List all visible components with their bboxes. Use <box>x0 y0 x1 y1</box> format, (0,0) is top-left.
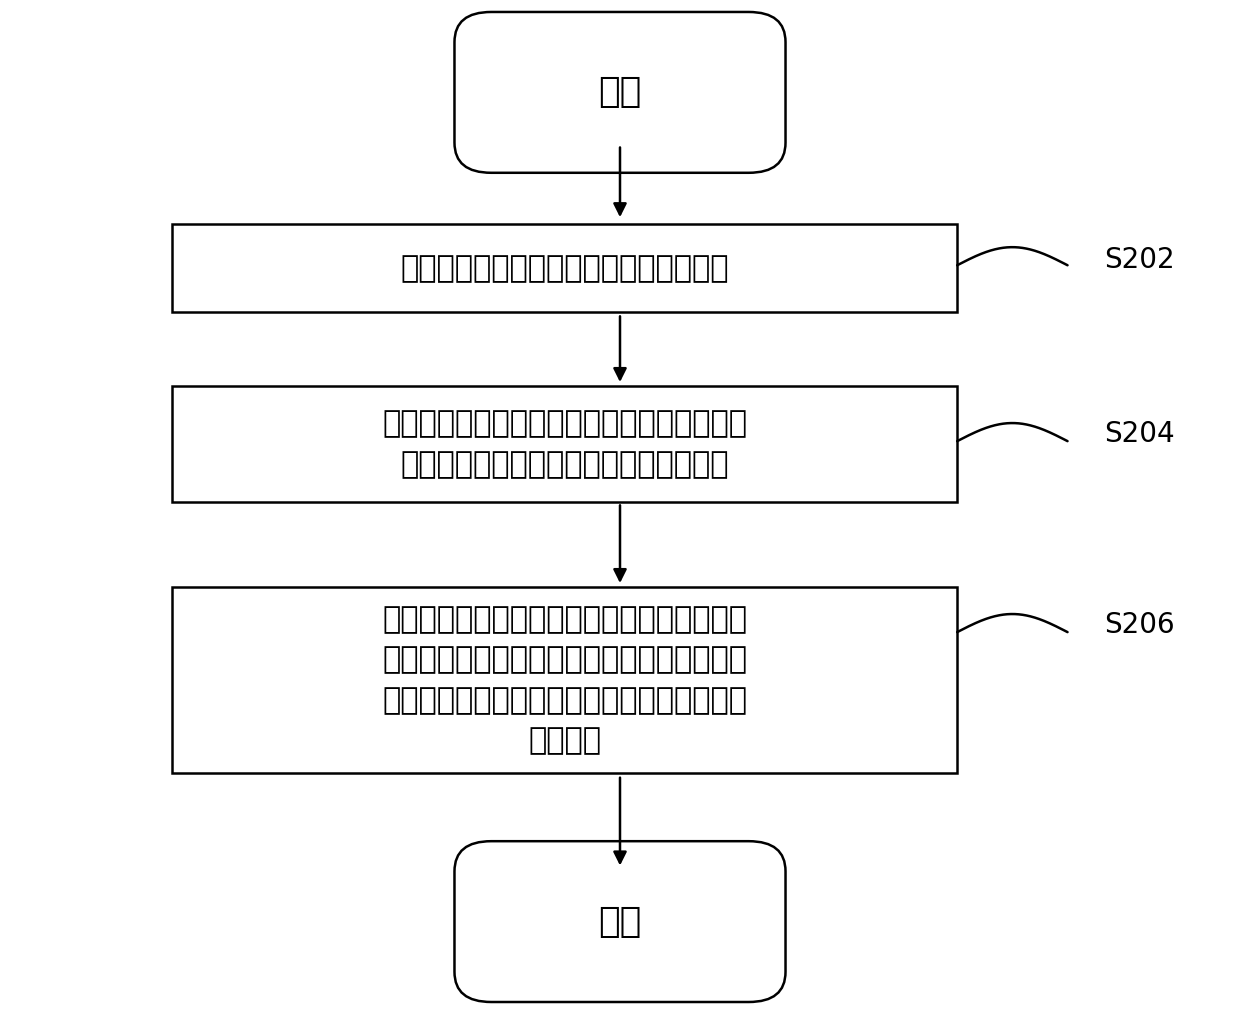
Text: 根据受力和行程生成力与行程的变化曲线，并
将变化曲线与预设合格曲线范围进行比较: 根据受力和行程生成力与行程的变化曲线，并 将变化曲线与预设合格曲线范围进行比较 <box>382 410 748 479</box>
Text: S204: S204 <box>1105 420 1176 448</box>
Text: 结束: 结束 <box>599 905 641 938</box>
Text: S206: S206 <box>1105 611 1176 639</box>
Text: S202: S202 <box>1105 247 1176 274</box>
Bar <box>172 224 957 313</box>
Bar <box>172 386 957 502</box>
FancyBboxPatch shape <box>455 12 785 173</box>
Text: 开始: 开始 <box>599 75 641 109</box>
Text: 获取车辆的制动踏板的受力和产生的行程: 获取车辆的制动踏板的受力和产生的行程 <box>401 254 729 283</box>
FancyBboxPatch shape <box>455 842 785 1002</box>
Text: 当变化曲线超出预设合格曲线范围时，发出提
醒，并将变化曲线与预设异常曲线进行匹配，
提示与变化曲线相匹配的预设异常曲线对应的
故障原因: 当变化曲线超出预设合格曲线范围时，发出提 醒，并将变化曲线与预设异常曲线进行匹配… <box>382 605 748 756</box>
Bar <box>172 587 957 773</box>
